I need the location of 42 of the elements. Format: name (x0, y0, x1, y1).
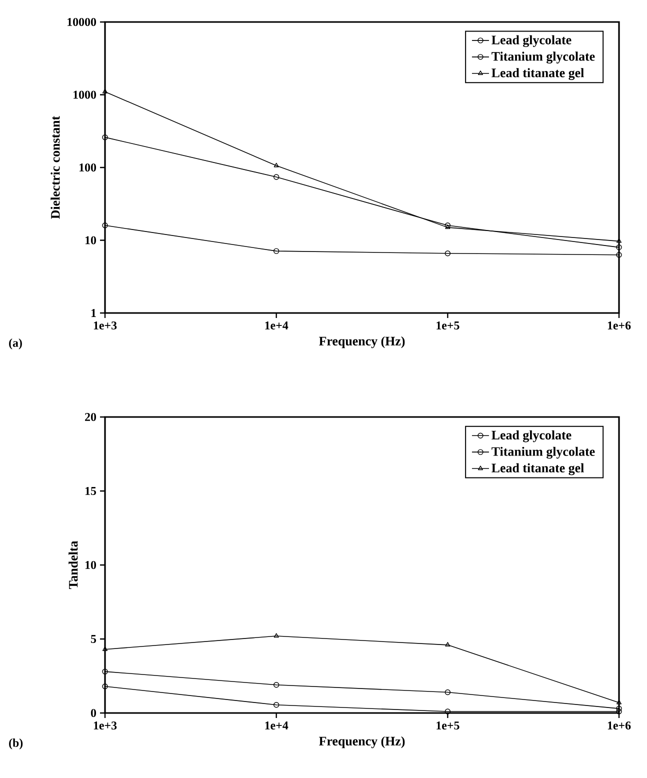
point (444, 222, 451, 228)
y-tick-label: 0 (90, 708, 96, 718)
legend-label: Titanium glycolate (492, 446, 595, 459)
y-tick-label: 15 (85, 486, 96, 495)
point (273, 702, 280, 708)
point (274, 162, 279, 168)
y-tick-label: 1000 (74, 90, 96, 99)
y-tick-label: 1 (91, 309, 96, 317)
x-tick-label: 1e+3 (94, 722, 117, 730)
x-axis-title: Frequency (Hz) (319, 736, 405, 748)
x-tick-label: 1e+6 (608, 722, 631, 730)
x-tick-label: 1e+3 (94, 321, 117, 330)
point (273, 682, 280, 688)
legend-label: Titanium glycolate (492, 52, 595, 64)
point (444, 250, 451, 256)
x-tick-label: 1e+5 (436, 722, 460, 730)
y-axis-title: Tandelta (68, 540, 78, 590)
point (445, 642, 450, 647)
text: (a) (9, 338, 22, 350)
y-tick-label: 10000 (68, 18, 96, 26)
x-tick-label: 1e+4 (265, 722, 288, 730)
y-tick-label: 100 (80, 163, 96, 172)
y-axis-title: Dielectric constant (50, 116, 60, 219)
x-tick-label: 1e+6 (608, 321, 631, 330)
point (273, 174, 280, 180)
point (444, 708, 451, 714)
y-tick-label: 10 (85, 236, 96, 244)
point (274, 633, 279, 638)
point (273, 248, 280, 254)
x-axis-title: Frequency (Hz) (319, 336, 405, 348)
legend-label: Lead titanate gel (492, 68, 584, 80)
legend-label: Lead glycolate (492, 35, 572, 48)
legend-label: Lead titanate gel (492, 463, 584, 476)
text: (b) (9, 738, 23, 750)
y-tick-label: 10 (85, 560, 96, 570)
point (445, 224, 450, 230)
y-tick-label: 20 (85, 412, 96, 422)
legend-label: Lead glycolate (492, 430, 572, 442)
point (444, 689, 451, 696)
y-tick-label: 5 (90, 635, 96, 643)
x-tick-label: 1e+5 (436, 321, 460, 330)
x-tick-label: 1e+4 (265, 321, 288, 330)
